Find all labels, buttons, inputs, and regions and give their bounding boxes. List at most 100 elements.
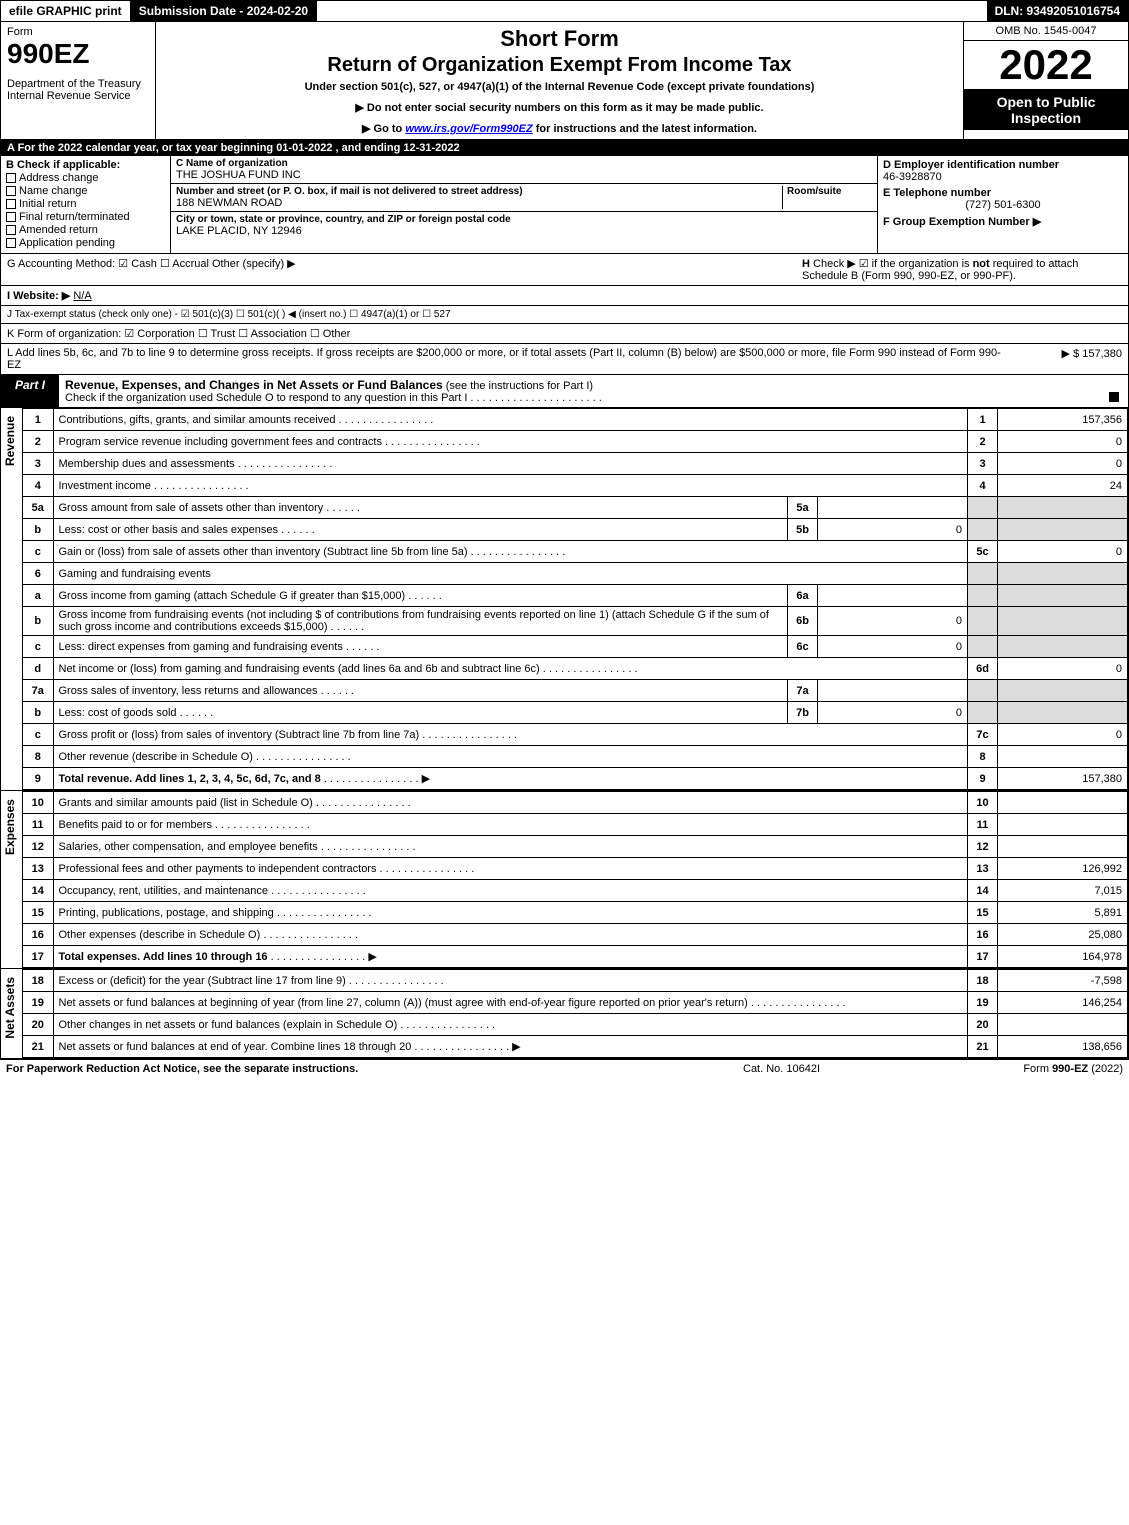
revenue-table: 1Contributions, gifts, grants, and simil… bbox=[23, 408, 1128, 790]
table-row: bLess: cost of goods sold . . . . . .7b0 bbox=[23, 702, 1128, 724]
street-row: Number and street (or P. O. box, if mail… bbox=[171, 184, 877, 212]
return-title: Return of Organization Exempt From Incom… bbox=[162, 54, 957, 77]
efile-label: efile GRAPHIC print bbox=[1, 1, 131, 21]
table-row: 15Printing, publications, postage, and s… bbox=[23, 902, 1128, 924]
open-public-inspection: Open to Public Inspection bbox=[964, 90, 1128, 130]
footer-right: Form 990-EZ (2022) bbox=[943, 1063, 1123, 1075]
table-row: 8Other revenue (describe in Schedule O) … bbox=[23, 746, 1128, 768]
phone: (727) 501-6300 bbox=[883, 199, 1123, 211]
section-b: B Check if applicable: Address change Na… bbox=[1, 156, 171, 253]
section-d: D Employer identification number 46-3928… bbox=[878, 156, 1128, 253]
l-text: L Add lines 5b, 6c, and 7b to line 9 to … bbox=[7, 347, 1002, 371]
chk-address: Address change bbox=[6, 172, 165, 184]
table-row: 10Grants and similar amounts paid (list … bbox=[23, 792, 1128, 814]
section-b-row: B Check if applicable: Address change Na… bbox=[1, 156, 1128, 254]
table-row: 9Total revenue. Add lines 1, 2, 3, 4, 5c… bbox=[23, 768, 1128, 790]
section-l: L Add lines 5b, 6c, and 7b to line 9 to … bbox=[1, 344, 1128, 375]
expenses-sidebar: Expenses bbox=[1, 791, 23, 968]
table-row: cGain or (loss) from sale of assets othe… bbox=[23, 541, 1128, 563]
section-h: H Check ▶ ☑ if the organization is not r… bbox=[802, 257, 1122, 282]
form-number: 990EZ bbox=[7, 38, 149, 70]
table-row: aGross income from gaming (attach Schedu… bbox=[23, 585, 1128, 607]
chk-final: Final return/terminated bbox=[6, 211, 165, 223]
expenses-table: 10Grants and similar amounts paid (list … bbox=[23, 791, 1128, 968]
table-row: 2Program service revenue including gover… bbox=[23, 431, 1128, 453]
header-left: Form 990EZ Department of the Treasury In… bbox=[1, 22, 156, 139]
table-row: 18Excess or (deficit) for the year (Subt… bbox=[23, 970, 1128, 992]
table-row: 21Net assets or fund balances at end of … bbox=[23, 1036, 1128, 1058]
irs-link[interactable]: www.irs.gov/Form990EZ bbox=[405, 123, 532, 135]
b-header: B Check if applicable: bbox=[6, 159, 165, 171]
chk-name: Name change bbox=[6, 185, 165, 197]
instr2: ▶ Go to www.irs.gov/Form990EZ for instru… bbox=[162, 122, 957, 135]
table-row: 12Salaries, other compensation, and empl… bbox=[23, 836, 1128, 858]
form-990ez: efile GRAPHIC print Submission Date - 20… bbox=[0, 0, 1129, 1059]
section-g: G Accounting Method: ☑ Cash ☐ Accrual Ot… bbox=[7, 257, 802, 282]
netassets-table: 18Excess or (deficit) for the year (Subt… bbox=[23, 969, 1128, 1058]
org-name-row: C Name of organization THE JOSHUA FUND I… bbox=[171, 156, 877, 184]
table-row: cLess: direct expenses from gaming and f… bbox=[23, 636, 1128, 658]
part1-header: Part I Revenue, Expenses, and Changes in… bbox=[1, 375, 1128, 408]
table-row: dNet income or (loss) from gaming and fu… bbox=[23, 658, 1128, 680]
footer-mid: Cat. No. 10642I bbox=[743, 1063, 943, 1075]
street: 188 NEWMAN ROAD bbox=[176, 197, 782, 209]
chk-initial: Initial return bbox=[6, 198, 165, 210]
section-a: A For the 2022 calendar year, or tax yea… bbox=[1, 140, 1128, 156]
part1-title: Revenue, Expenses, and Changes in Net As… bbox=[59, 375, 1128, 407]
table-row: 7aGross sales of inventory, less returns… bbox=[23, 680, 1128, 702]
department: Department of the Treasury Internal Reve… bbox=[7, 78, 149, 102]
chk-pending: Application pending bbox=[6, 237, 165, 249]
section-c: C Name of organization THE JOSHUA FUND I… bbox=[171, 156, 878, 253]
org-name: THE JOSHUA FUND INC bbox=[176, 169, 872, 181]
section-k: K Form of organization: ☑ Corporation ☐ … bbox=[1, 324, 1128, 344]
part1-tab: Part I bbox=[1, 375, 59, 407]
revenue-sidebar: Revenue bbox=[1, 408, 23, 790]
ein-label: D Employer identification number bbox=[883, 159, 1123, 171]
c3-label: City or town, state or province, country… bbox=[176, 214, 872, 225]
netassets-sidebar: Net Assets bbox=[1, 969, 23, 1058]
netassets-section: Net Assets 18Excess or (deficit) for the… bbox=[1, 968, 1128, 1058]
instr1: ▶ Do not enter social security numbers o… bbox=[162, 101, 957, 114]
expenses-section: Expenses 10Grants and similar amounts pa… bbox=[1, 790, 1128, 968]
short-form: Short Form bbox=[162, 26, 957, 52]
header: Form 990EZ Department of the Treasury In… bbox=[1, 22, 1128, 140]
header-mid: Short Form Return of Organization Exempt… bbox=[156, 22, 963, 139]
omb: OMB No. 1545-0047 bbox=[964, 22, 1128, 41]
footer-left: For Paperwork Reduction Act Notice, see … bbox=[6, 1063, 743, 1075]
table-row: 1Contributions, gifts, grants, and simil… bbox=[23, 409, 1128, 431]
section-j: J Tax-exempt status (check only one) - ☑… bbox=[1, 306, 1128, 324]
city-row: City or town, state or province, country… bbox=[171, 212, 877, 239]
table-row: 3Membership dues and assessments . . . .… bbox=[23, 453, 1128, 475]
group-exempt-label: F Group Exemption Number ▶ bbox=[883, 215, 1123, 228]
section-i: I Website: ▶ N/A bbox=[1, 286, 1128, 306]
ein: 46-3928870 bbox=[883, 171, 1123, 183]
footer: For Paperwork Reduction Act Notice, see … bbox=[0, 1059, 1129, 1078]
tax-year: 2022 bbox=[964, 41, 1128, 90]
table-row: 5aGross amount from sale of assets other… bbox=[23, 497, 1128, 519]
phone-label: E Telephone number bbox=[883, 187, 1123, 199]
spacer bbox=[317, 1, 986, 21]
table-row: bLess: cost or other basis and sales exp… bbox=[23, 519, 1128, 541]
table-row: 16Other expenses (describe in Schedule O… bbox=[23, 924, 1128, 946]
c1-label: C Name of organization bbox=[176, 158, 872, 169]
l-amount: ▶ $ 157,380 bbox=[1002, 347, 1122, 371]
chk-amended: Amended return bbox=[6, 224, 165, 236]
table-row: 6Gaming and fundraising events bbox=[23, 563, 1128, 585]
table-row: 13Professional fees and other payments t… bbox=[23, 858, 1128, 880]
dln: DLN: 93492051016754 bbox=[987, 1, 1128, 21]
topbar: efile GRAPHIC print Submission Date - 20… bbox=[1, 1, 1128, 22]
table-row: 14Occupancy, rent, utilities, and mainte… bbox=[23, 880, 1128, 902]
room-label: Room/suite bbox=[787, 186, 872, 197]
header-right: OMB No. 1545-0047 2022 Open to Public In… bbox=[963, 22, 1128, 139]
table-row: bGross income from fundraising events (n… bbox=[23, 607, 1128, 636]
city: LAKE PLACID, NY 12946 bbox=[176, 225, 872, 237]
c2-label: Number and street (or P. O. box, if mail… bbox=[176, 186, 782, 197]
table-row: 20Other changes in net assets or fund ba… bbox=[23, 1014, 1128, 1036]
table-row: 4Investment income . . . . . . . . . . .… bbox=[23, 475, 1128, 497]
table-row: cGross profit or (loss) from sales of in… bbox=[23, 724, 1128, 746]
revenue-section: Revenue 1Contributions, gifts, grants, a… bbox=[1, 408, 1128, 790]
table-row: 19Net assets or fund balances at beginni… bbox=[23, 992, 1128, 1014]
table-row: 11Benefits paid to or for members . . . … bbox=[23, 814, 1128, 836]
table-row: 17Total expenses. Add lines 10 through 1… bbox=[23, 946, 1128, 968]
subtitle: Under section 501(c), 527, or 4947(a)(1)… bbox=[162, 81, 957, 93]
